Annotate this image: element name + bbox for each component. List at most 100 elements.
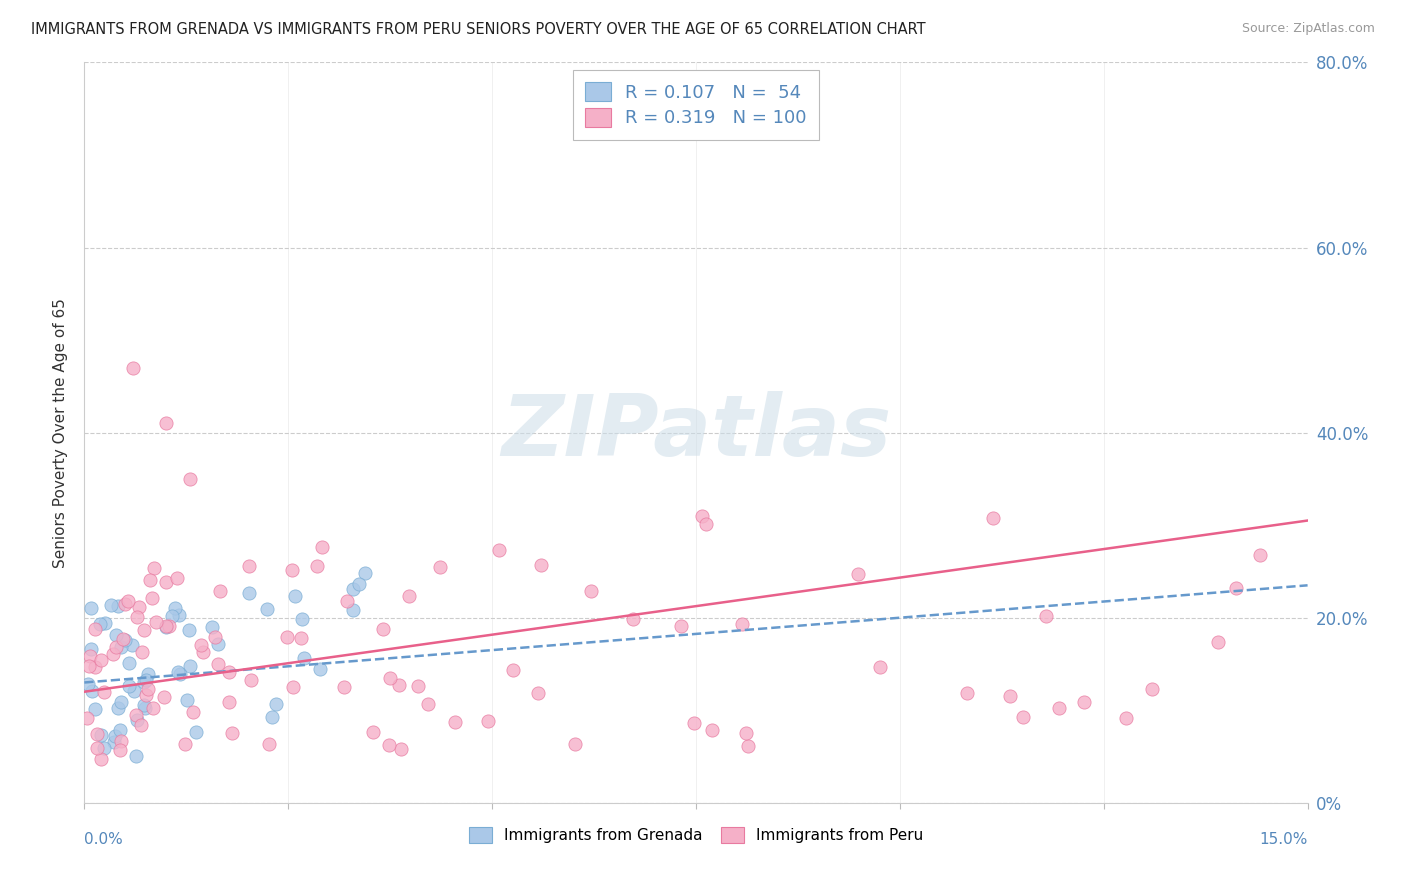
Point	[1115, 711, 1137, 725]
Point	[869, 660, 891, 674]
Point	[155, 417, 177, 431]
Point	[416, 698, 439, 712]
Point	[132, 623, 155, 637]
Point	[336, 593, 359, 607]
Point	[118, 679, 141, 693]
Point	[155, 620, 177, 634]
Point	[342, 582, 364, 596]
Point	[77, 659, 100, 673]
Point	[311, 540, 333, 554]
Point	[110, 640, 132, 654]
Point	[527, 686, 550, 700]
Point	[193, 645, 215, 659]
Point	[406, 680, 429, 694]
Point	[127, 713, 149, 727]
Text: IMMIGRANTS FROM GRENADA VS IMMIGRANTS FROM PERU SENIORS POVERTY OVER THE AGE OF : IMMIGRANTS FROM GRENADA VS IMMIGRANTS FR…	[31, 22, 925, 37]
Point	[290, 631, 312, 645]
Point	[207, 657, 229, 672]
Point	[89, 617, 111, 632]
Point	[135, 688, 157, 702]
Point	[136, 667, 159, 681]
Point	[700, 723, 723, 737]
Point	[83, 660, 105, 674]
Point	[332, 680, 354, 694]
Point	[125, 707, 148, 722]
Point	[240, 673, 263, 687]
Point	[142, 701, 165, 715]
Point	[128, 599, 150, 614]
Point	[238, 559, 260, 574]
Text: 0.0%: 0.0%	[84, 831, 124, 847]
Point	[80, 600, 103, 615]
Point	[1035, 608, 1057, 623]
Point	[176, 692, 198, 706]
Point	[177, 623, 200, 637]
Point	[259, 737, 281, 751]
Point	[84, 623, 107, 637]
Point	[118, 657, 141, 671]
Point	[1225, 581, 1247, 595]
Point	[132, 698, 155, 713]
Point	[114, 597, 136, 611]
Point	[79, 649, 101, 664]
Point	[281, 563, 304, 577]
Point	[307, 558, 329, 573]
Text: Source: ZipAtlas.com: Source: ZipAtlas.com	[1241, 22, 1375, 36]
Point	[998, 689, 1021, 703]
Point	[121, 638, 143, 652]
Point	[361, 725, 384, 739]
Point	[139, 573, 162, 587]
Point	[1140, 681, 1163, 696]
Point	[155, 575, 177, 590]
Point	[201, 620, 224, 634]
Point	[221, 726, 243, 740]
Point	[136, 681, 159, 696]
Point	[160, 609, 183, 624]
Point	[284, 589, 307, 603]
Point	[1011, 710, 1033, 724]
Point	[135, 673, 157, 687]
Point	[1073, 695, 1095, 709]
Point	[347, 576, 370, 591]
Point	[956, 686, 979, 700]
Point	[110, 734, 132, 748]
Point	[983, 511, 1005, 525]
Point	[111, 632, 134, 646]
Point	[690, 509, 713, 524]
Point	[671, 618, 693, 632]
Point	[502, 663, 524, 677]
Point	[107, 701, 129, 715]
Point	[174, 737, 197, 751]
Point	[389, 742, 412, 756]
Point	[104, 729, 127, 743]
Point	[218, 694, 240, 708]
Point	[125, 749, 148, 764]
Point	[377, 739, 399, 753]
Point	[190, 638, 212, 652]
Point	[429, 560, 451, 574]
Point	[134, 701, 156, 715]
Point	[103, 647, 125, 661]
Point	[165, 600, 187, 615]
Point	[110, 696, 132, 710]
Point	[103, 735, 125, 749]
Point	[186, 725, 208, 739]
Point	[260, 710, 283, 724]
Point	[94, 615, 117, 630]
Point	[387, 678, 409, 692]
Point	[731, 617, 754, 632]
Point	[132, 675, 155, 690]
Point	[292, 650, 315, 665]
Point	[1208, 635, 1230, 649]
Point	[488, 543, 510, 558]
Point	[378, 671, 401, 685]
Point	[93, 741, 115, 756]
Point	[179, 472, 201, 486]
Point	[125, 609, 148, 624]
Point	[579, 584, 602, 599]
Point	[169, 667, 191, 681]
Point	[238, 586, 260, 600]
Point	[141, 591, 163, 606]
Point	[153, 690, 176, 704]
Point	[398, 589, 420, 603]
